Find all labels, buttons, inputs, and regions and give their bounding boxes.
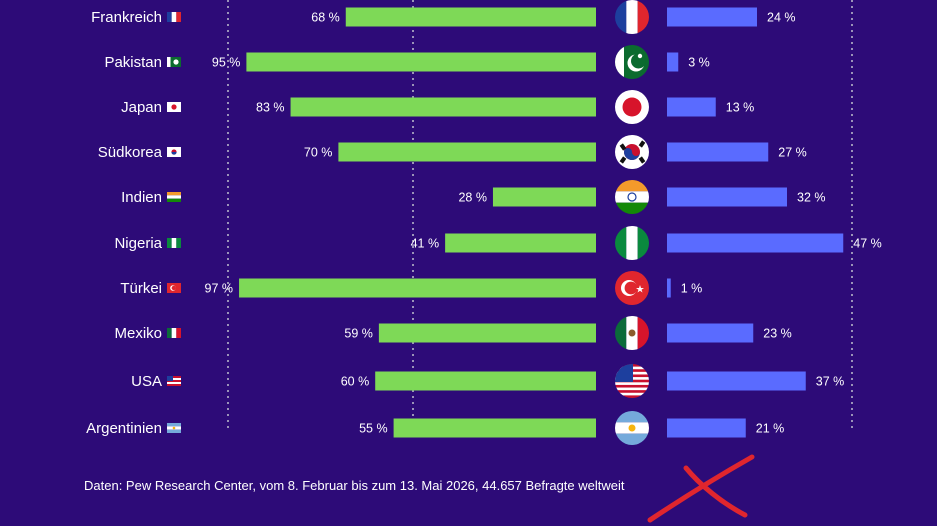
- mexico-flag-icon: [615, 316, 649, 350]
- value-label-green: 60 %: [341, 375, 370, 389]
- value-label-blue: 21 %: [756, 422, 785, 436]
- country-flag-emoji: [167, 328, 181, 338]
- country-flag-emoji: [167, 57, 181, 67]
- value-label-green: 41 %: [411, 237, 440, 251]
- bar-green: [378, 323, 596, 343]
- value-label-blue: 37 %: [816, 375, 845, 389]
- pakistan-flag-icon: [615, 45, 649, 79]
- value-label-green: 83 %: [256, 101, 285, 115]
- bar-blue: [667, 7, 757, 27]
- country-label: Japan: [121, 99, 162, 116]
- value-label-blue: 32 %: [797, 191, 826, 205]
- value-label-green: 55 %: [359, 422, 388, 436]
- bar-blue: [667, 371, 806, 391]
- bar-green: [345, 7, 596, 27]
- country-flag-emoji: [167, 423, 181, 433]
- value-label-blue: 1 %: [681, 282, 703, 296]
- bar-green: [445, 233, 596, 253]
- france-flag-icon: [615, 0, 649, 34]
- value-label-green: 70 %: [304, 146, 333, 160]
- country-label: Nigeria: [114, 235, 162, 252]
- bar-blue: [667, 142, 769, 162]
- value-label-green: 28 %: [458, 191, 487, 205]
- country-flag-emoji: [167, 102, 181, 112]
- country-label: USA: [131, 373, 162, 390]
- country-flag-emoji: [167, 147, 181, 157]
- country-label: Indien: [121, 189, 162, 206]
- usa-flag-icon: [615, 364, 649, 398]
- bar-green: [375, 371, 596, 391]
- value-label-green: 95 %: [212, 56, 241, 70]
- value-label-blue: 27 %: [778, 146, 807, 160]
- country-flag-emoji: [167, 283, 181, 293]
- country-flag-emoji: [167, 238, 181, 248]
- country-flag-emoji: [167, 12, 181, 22]
- bar-green: [246, 52, 596, 72]
- country-label: Südkorea: [98, 144, 163, 161]
- turkey-flag-icon: [615, 271, 649, 305]
- bar-blue: [667, 97, 716, 117]
- bar-blue: [667, 233, 844, 253]
- bar-blue: [667, 187, 787, 207]
- value-label-green: 59 %: [344, 327, 373, 341]
- bar-blue: [667, 278, 671, 298]
- source-note: Daten: Pew Research Center, vom 8. Febru…: [84, 478, 625, 493]
- country-flag-emoji: [167, 192, 181, 202]
- bar-blue: [667, 52, 679, 72]
- south-korea-flag-icon: [615, 135, 649, 169]
- bar-blue: [667, 323, 754, 343]
- argentina-flag-icon: [615, 411, 649, 445]
- value-label-blue: 47 %: [853, 237, 882, 251]
- country-label: Türkei: [120, 280, 162, 297]
- value-label-green: 68 %: [311, 11, 340, 25]
- value-label-blue: 3 %: [688, 56, 710, 70]
- country-label: Mexiko: [114, 325, 162, 342]
- value-label-blue: 24 %: [767, 11, 796, 25]
- bar-green: [393, 418, 596, 438]
- bar-green: [338, 142, 596, 162]
- country-label: Pakistan: [104, 54, 162, 71]
- value-label-blue: 23 %: [763, 327, 792, 341]
- country-label: Argentinien: [86, 420, 162, 437]
- nigeria-flag-icon: [615, 226, 649, 260]
- bar-green: [239, 278, 597, 298]
- india-flag-icon: [615, 180, 649, 214]
- country-flag-emoji: [167, 376, 181, 386]
- red-x-mark-icon: [647, 454, 755, 523]
- bar-green: [492, 187, 596, 207]
- value-label-blue: 13 %: [726, 101, 755, 115]
- value-label-green: 97 %: [205, 282, 234, 296]
- bar-green: [290, 97, 596, 117]
- japan-flag-icon: [615, 90, 649, 124]
- country-label: Frankreich: [91, 9, 162, 26]
- bar-blue: [667, 418, 746, 438]
